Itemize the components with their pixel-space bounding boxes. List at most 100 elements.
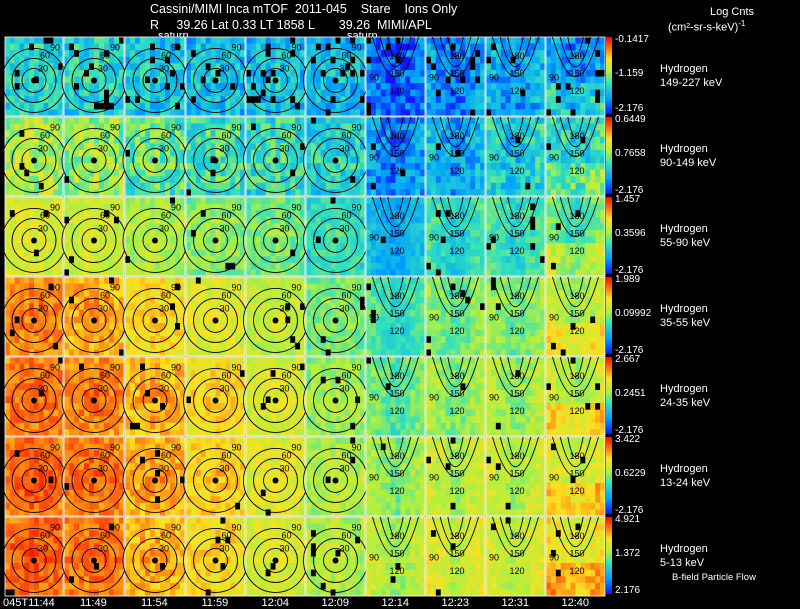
heat-cell: [410, 223, 416, 231]
heat-cell: [195, 182, 202, 190]
heat-cell: [490, 102, 497, 110]
heat-cell: [9, 69, 15, 77]
heat-cell: [14, 336, 20, 344]
heat-cell: [225, 249, 231, 257]
heat-cell: [570, 223, 576, 231]
heat-cell: [125, 89, 131, 97]
heat-cell: [246, 149, 252, 157]
heat-cell: [84, 223, 90, 231]
heat-cell: [546, 63, 552, 71]
heat-cell: [170, 256, 176, 264]
heat-cell: [540, 123, 546, 131]
heat-cell: [160, 37, 166, 44]
heat-cell: [275, 130, 281, 138]
heat-cell: [500, 176, 506, 184]
heat-cell: [450, 236, 456, 244]
heat-cell: [94, 210, 100, 218]
heat-cell: [465, 56, 471, 64]
contour-line: [263, 147, 288, 173]
heat-cell: [285, 182, 291, 190]
heat-cell: [575, 96, 581, 104]
heat-cell: [360, 176, 366, 184]
heat-cell: [5, 283, 11, 291]
heat-cell: [415, 229, 421, 237]
heat-cell: [255, 256, 262, 264]
heat-cell: [53, 63, 59, 71]
heat-cell: [430, 256, 437, 264]
heat-cell: [99, 283, 105, 291]
heat-cell: [295, 123, 301, 131]
contour-label: 120: [570, 166, 585, 176]
heat-cell: [370, 109, 377, 117]
heat-cell: [280, 96, 286, 104]
heat-cell: [375, 176, 382, 184]
heat-cell: [225, 130, 231, 138]
heat-cell: [14, 349, 20, 357]
heat-cell: [43, 96, 49, 104]
heat-cell: [350, 169, 356, 177]
heat-cell: [180, 176, 186, 184]
heat-cell: [330, 143, 336, 151]
heat-cell: [246, 136, 252, 144]
heat-cell: [345, 43, 351, 51]
heat-cell: [119, 182, 125, 190]
heat-cell: [53, 210, 59, 218]
heat-cell: [109, 149, 115, 157]
heat-cell: [5, 229, 11, 237]
heat-cell: [104, 76, 110, 84]
heat-cell: [250, 136, 257, 144]
heat-cell: [94, 243, 100, 250]
heat-cell: [426, 89, 432, 97]
heat-cell: [370, 63, 377, 71]
heat-cell: [14, 136, 20, 144]
heat-cell: [540, 109, 546, 117]
heat-cell: [500, 243, 506, 250]
heat-cell: [230, 269, 236, 277]
heat-cell: [89, 290, 95, 298]
heat-cell: [14, 176, 20, 184]
heat-cell: [360, 229, 366, 237]
heat-cell: [550, 176, 557, 184]
heat-cell: [53, 182, 59, 190]
heat-cell: [415, 249, 421, 257]
heat-cell: [64, 189, 70, 197]
heat-cell: [490, 43, 497, 51]
heat-cell: [540, 182, 546, 190]
heat-cell: [445, 256, 451, 264]
heat-cell: [535, 156, 541, 164]
heat-cell: [300, 210, 306, 218]
heat-cell: [525, 83, 531, 90]
contour-label: 60: [161, 130, 171, 140]
heat-cell: [370, 249, 377, 257]
heat-cell: [285, 249, 291, 257]
heat-cell: [595, 102, 601, 110]
contour-line: [432, 196, 479, 238]
heat-cell: [450, 229, 456, 237]
heat-cell: [79, 189, 85, 197]
heat-cell: [445, 149, 451, 157]
heat-cell: [360, 236, 366, 244]
heat-cell: [350, 216, 356, 224]
heat-cell: [270, 229, 276, 237]
heat-cell: [505, 149, 511, 157]
heat-cell: [48, 197, 54, 204]
heat-cell: [380, 130, 386, 138]
heat-cell: [325, 76, 331, 84]
heat-cell: [310, 109, 317, 117]
heat-cell: [180, 130, 186, 138]
contour-line: [559, 116, 592, 148]
heat-cell: [395, 56, 401, 64]
heat-cell: [140, 143, 146, 151]
heat-cell: [530, 136, 536, 144]
heat-cell: [335, 69, 341, 77]
heat-cell: [565, 249, 571, 257]
heat-cell: [64, 63, 70, 71]
saturn-marker: [152, 237, 158, 244]
heat-cell: [195, 76, 202, 84]
heat-cell: [250, 149, 257, 157]
heat-cell: [34, 69, 40, 77]
heat-cell: [215, 262, 221, 270]
